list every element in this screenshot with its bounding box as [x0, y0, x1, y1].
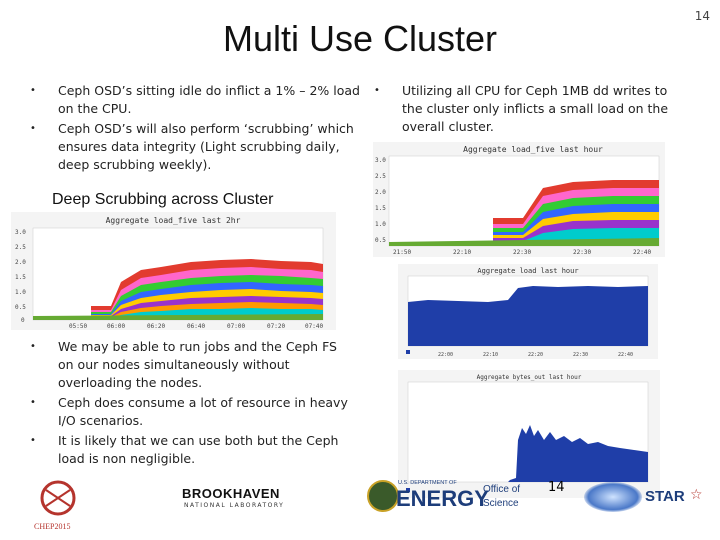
x-tick-label: 22:30	[573, 352, 588, 358]
page-number: 14	[694, 9, 710, 23]
legend-swatch	[406, 488, 410, 492]
doe-label-small: U.S. DEPARTMENT OF	[398, 480, 457, 486]
y-tick-label: 0.5	[375, 237, 386, 244]
stacked-areas	[389, 180, 659, 246]
chep-emblem-icon	[40, 480, 76, 516]
x-tick-label: 22:40	[618, 352, 633, 358]
bullet-item: Ceph OSD’s will also perform ‘scrubbing’…	[18, 120, 363, 174]
y-tick-label: 0.5	[15, 304, 26, 311]
stacked-areas	[33, 259, 323, 320]
y-tick-label: 1.5	[375, 205, 386, 212]
x-tick-label: 07:20	[267, 323, 285, 330]
doe-energy-label: ENERGY	[396, 486, 489, 511]
x-tick-label: 22:10	[453, 249, 471, 256]
star-emblem-icon	[584, 482, 642, 512]
x-tick-label: 22:20	[528, 352, 543, 358]
x-ticks: 21:50 22:10 22:30 22:30 22:40	[393, 249, 651, 256]
x-tick-label: 22:30	[513, 249, 531, 256]
bnl-sublabel: NATIONAL LABORATORY	[184, 502, 285, 509]
footer: CHEP2015 BROOKHAVEN NATIONAL LABORATORY …	[0, 470, 720, 540]
chart-title: Aggregate load last hour	[477, 267, 578, 275]
deep-scrub-chart: Aggregate load_five last 2hr 3.0 2.5 2.0…	[11, 212, 336, 330]
y-tick-label: 1.5	[15, 274, 26, 281]
bullet-item: Ceph does consume a lot of resource in h…	[18, 394, 348, 430]
x-tick-label: 22:10	[483, 352, 498, 358]
footer-page-number: 14	[548, 480, 565, 495]
bytes-area	[408, 425, 648, 482]
load-area	[408, 286, 648, 346]
x-tick-label: 06:00	[107, 323, 125, 330]
chart-title: Aggregate load_five last 2hr	[106, 216, 241, 225]
y-ticks: 3.0 2.5 2.0 1.5 1.0 0.5	[375, 157, 386, 244]
y-tick-label: 2.5	[375, 173, 386, 180]
y-tick-label: 3.0	[375, 157, 386, 164]
chep-label: CHEP2015	[34, 522, 71, 531]
y-tick-label: 0	[21, 317, 25, 324]
x-ticks: 22:00 22:10 22:20 22:30 22:40	[438, 352, 633, 358]
bullets-left-top: Ceph OSD’s sitting idle do inflict a 1% …	[18, 82, 363, 176]
office-of-label: Office of	[483, 484, 521, 495]
x-tick-label: 07:40	[305, 323, 323, 330]
x-tick-label: 21:50	[393, 249, 411, 256]
y-tick-label: 2.0	[15, 259, 26, 266]
science-label: Science	[483, 498, 519, 509]
bullet-item: We may be able to run jobs and the Ceph …	[18, 338, 348, 392]
y-tick-label: 3.0	[15, 229, 26, 236]
bytes-out-chart: Aggregate bytes_out last hour	[398, 370, 660, 498]
x-tick-label: 06:20	[147, 323, 165, 330]
bullets-right: Utilizing all CPU for Ceph 1MB dd writes…	[362, 82, 682, 138]
bullets-left-bottom: We may be able to run jobs and the Ceph …	[18, 338, 348, 470]
chep-logo: CHEP2015	[28, 478, 88, 536]
x-tick-label: 22:40	[633, 249, 651, 256]
bnl-logo: BROOKHAVEN	[182, 486, 280, 501]
x-tick-label: 07:00	[227, 323, 245, 330]
x-tick-label: 22:00	[438, 352, 453, 358]
y-tick-label: 2.5	[15, 244, 26, 251]
load-hour-chart: Aggregate load last hour 22:00 22:10 22:…	[398, 264, 658, 359]
y-tick-label: 1.0	[375, 221, 386, 228]
sub-heading: Deep Scrubbing across Cluster	[52, 191, 274, 208]
x-tick-label: 05:50	[69, 323, 87, 330]
y-tick-label: 2.0	[375, 189, 386, 196]
y-ticks: 3.0 2.5 2.0 1.5 1.0 0.5 0	[15, 229, 26, 324]
slide-title: Multi Use Cluster	[222, 18, 498, 59]
star-label: STAR	[645, 488, 685, 505]
star-symbol-icon: ☆	[690, 487, 703, 503]
bullet-item: It is likely that we can use both but th…	[18, 432, 348, 468]
dd-writes-chart: Aggregate load_five last hour 3.0 2.5 2.…	[373, 142, 665, 257]
x-ticks: 05:50 06:00 06:20 06:40 07:00 07:20 07:4…	[69, 323, 323, 330]
legend-swatch	[406, 350, 410, 354]
bullet-item: Utilizing all CPU for Ceph 1MB dd writes…	[362, 82, 682, 136]
y-tick-label: 1.0	[15, 289, 26, 296]
doe-seal-icon	[367, 480, 399, 512]
x-tick-label: 06:40	[187, 323, 205, 330]
chart-title: Aggregate load_five last hour	[463, 145, 603, 154]
chart-title: Aggregate bytes_out last hour	[477, 374, 582, 381]
x-tick-label: 22:30	[573, 249, 591, 256]
bullet-item: Ceph OSD’s sitting idle do inflict a 1% …	[18, 82, 363, 118]
